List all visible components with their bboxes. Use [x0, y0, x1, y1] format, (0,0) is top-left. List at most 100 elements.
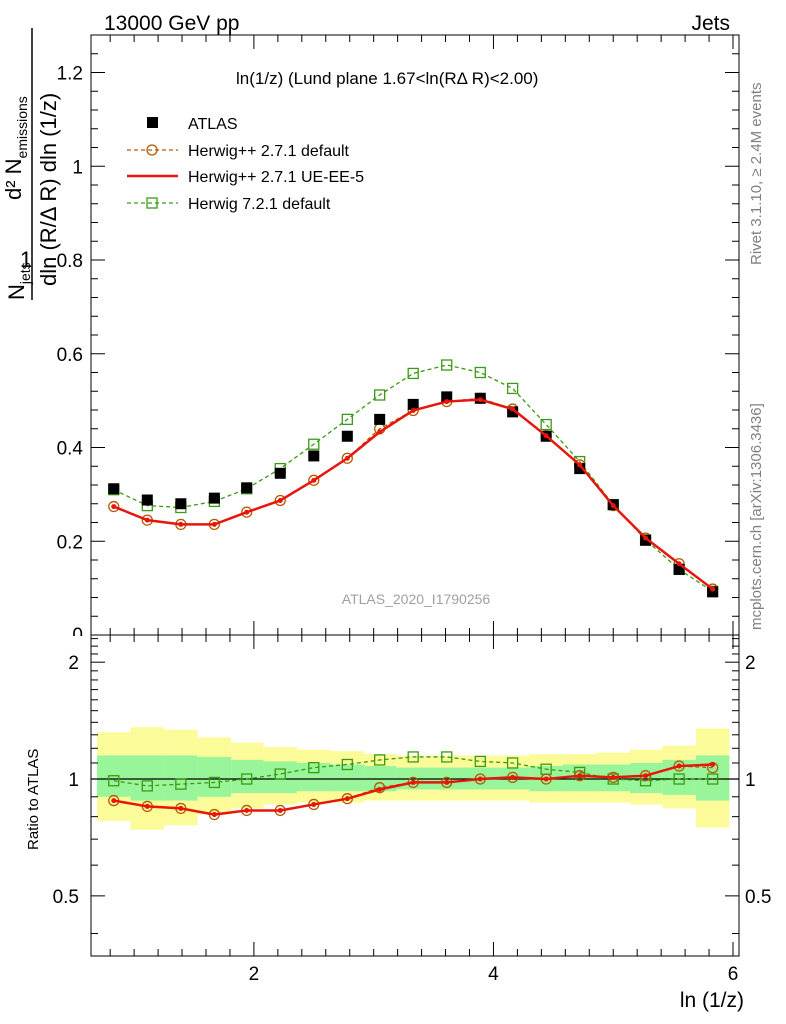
ylabel-den-2: dln (R/Δ R) dln (1/z) [36, 93, 61, 286]
ratio-point-herwig-ue [676, 763, 682, 769]
ratio-panel: 2 4 6 0.5 0.5 1 1 2 2 [53, 635, 771, 985]
ratio-ytick-label-right: 1 [745, 770, 756, 791]
main-ytick-label: 1 [72, 157, 83, 178]
rivet-label: Rivet 3.1.10, ≥ 2.4M events [748, 83, 765, 266]
ylabel-one: 1 [20, 247, 32, 272]
ratio-xtick-label: 2 [249, 964, 260, 985]
legend: ATLAS Herwig++ 2.7.1 default Herwig++ 2.… [127, 116, 364, 213]
main-point-herwig-ue [144, 517, 150, 523]
ratio-point-herwig-ue [211, 812, 217, 818]
zero-label-clip [40, 636, 90, 650]
ratio-point-herwig72 [474, 755, 486, 768]
main-point-atlas [407, 398, 419, 410]
main-ytick-label: 0.4 [57, 439, 84, 460]
main-point-herwig72 [474, 366, 486, 379]
ratio-band-inner [130, 755, 165, 801]
ratio-point-herwig72 [175, 778, 187, 790]
ratio-ytick-label-right: 0.5 [745, 887, 771, 908]
ratio-ytick-label-right: 2 [745, 653, 756, 674]
main-panel: 0.2 0.4 0.6 0.8 1 1.2 0 [40, 35, 739, 650]
ratio-point-herwig72 [374, 754, 386, 766]
main-point-herwig-ue [111, 504, 117, 510]
legend-marker-atlas [147, 117, 158, 128]
main-point-herwig-default [274, 494, 286, 507]
main-point-atlas [707, 586, 719, 598]
main-line-herwig-default [113, 397, 714, 590]
main-ytick-label: 0.2 [57, 532, 83, 553]
header-left: 13000 GeV pp [104, 12, 239, 35]
main-point-herwig-default [241, 506, 253, 518]
main-point-atlas [374, 413, 386, 425]
analysis-watermark: ATLAS_2020_I1790256 [342, 591, 491, 607]
ratio-point-herwig-ue [477, 776, 483, 782]
main-ytick-label: 0.6 [57, 345, 83, 366]
ratio-point-herwig72 [274, 768, 286, 780]
main-ytick-label: 1.2 [57, 64, 83, 85]
main-point-herwig-ue [477, 397, 483, 403]
ratio-point-herwig-ue [178, 805, 184, 811]
main-point-herwig-ue [244, 509, 250, 515]
ratio-panel-frame [90, 634, 740, 957]
main-point-herwig72 [506, 382, 519, 395]
main-point-atlas [141, 494, 153, 506]
main-point-herwig72 [341, 413, 353, 426]
main-point-herwig72 [540, 418, 552, 431]
ylabel-den: Njets [4, 262, 33, 300]
ylabel-num: d² Nemissions [1, 96, 30, 200]
ratio-point-herwig72 [441, 751, 453, 763]
main-point-atlas [441, 391, 453, 403]
ratio-point-herwig-ue [344, 796, 350, 802]
ratio-xtick-label: 4 [488, 964, 499, 985]
ratio-band-inner [164, 755, 198, 801]
main-point-herwig-ue [510, 406, 516, 412]
main-point-herwig72 [374, 389, 386, 401]
legend-label-atlas: ATLAS [188, 116, 238, 133]
main-point-atlas [108, 483, 120, 495]
ratio-point-herwig-ue [610, 774, 616, 780]
ratio-ytick-label: 2 [68, 653, 79, 674]
xaxis-label: ln (1/z) [680, 989, 744, 1012]
main-point-herwig-ue [676, 561, 682, 567]
ratio-point-herwig72 [673, 773, 685, 785]
main-point-herwig-ue [211, 521, 217, 527]
ratio-point-herwig72 [341, 758, 353, 771]
main-point-herwig-ue [344, 455, 350, 461]
mcplots-label: mcplots.cern.ch [arXiv:1306.3436] [748, 403, 765, 630]
ratio-point-herwig-ue [643, 773, 649, 779]
legend-marker-herwig-default [146, 144, 158, 156]
main-point-herwig72 [407, 367, 419, 380]
ratio-point-herwig-ue [144, 803, 150, 809]
main-point-atlas [308, 450, 320, 462]
ratio-band-inner [263, 761, 298, 794]
ratio-band-inner [231, 759, 264, 794]
ratio-point-herwig72 [108, 775, 120, 787]
main-point-atlas [274, 467, 286, 479]
main-point-herwig-ue [311, 477, 317, 483]
main-point-herwig-ue [277, 497, 283, 503]
main-point-herwig72 [308, 438, 320, 450]
ratio-band-inner [330, 764, 365, 792]
ratio-point-herwig-ue [444, 779, 450, 785]
ratio-point-herwig-ue [244, 807, 250, 813]
ratio-point-herwig72 [241, 773, 253, 785]
ratio-point-herwig-ue [577, 773, 583, 779]
ratio-xtick-label: 6 [728, 964, 739, 985]
ratio-point-herwig-ue [111, 798, 117, 804]
ratio-point-herwig72 [407, 751, 419, 763]
main-ytick-label-zero: 0 [72, 625, 83, 646]
main-point-herwig-ue [577, 462, 583, 468]
main-point-atlas [341, 430, 353, 442]
ratio-ylabel: Ratio to ATLAS [25, 749, 42, 850]
legend-label-herwig-ue: Herwig++ 2.7.1 UE-EE-5 [188, 169, 364, 186]
ratio-ytick-label: 1 [68, 770, 79, 791]
ratio-point-herwig72 [706, 773, 719, 785]
ratio-point-herwig72 [141, 780, 153, 792]
main-point-herwig-ue [543, 433, 549, 439]
main-point-herwig-ue [444, 399, 450, 405]
main-ytick-label: 0.8 [57, 251, 83, 272]
header-right: Jets [691, 12, 730, 35]
ratio-point-herwig72 [208, 776, 221, 789]
main-point-atlas [507, 406, 519, 418]
ratio-band-inner [297, 762, 331, 792]
